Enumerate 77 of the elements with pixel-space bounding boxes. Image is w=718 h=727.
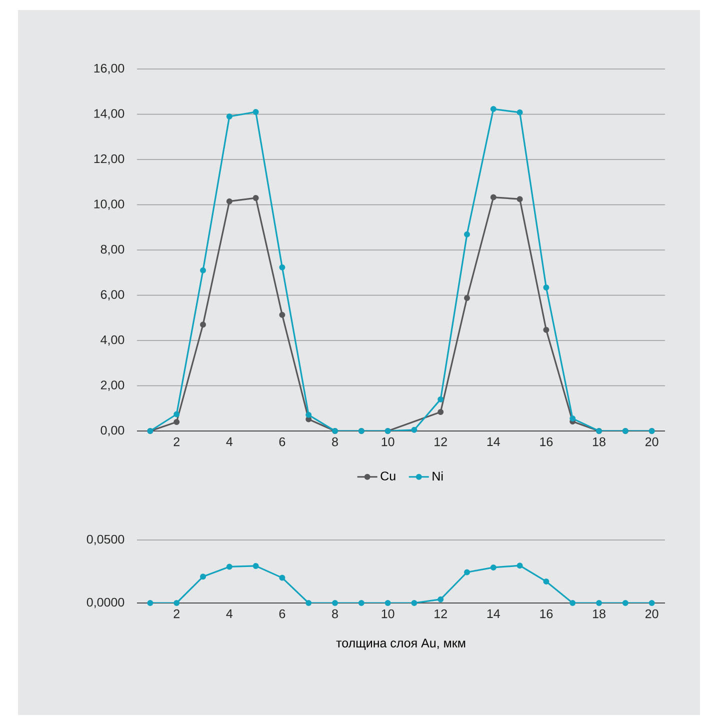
point [648,600,655,606]
point [490,194,496,200]
point [226,114,232,120]
point [622,600,628,606]
point [200,574,206,580]
x-tick-label: 10 [382,609,394,618]
point [200,322,206,328]
y-tick-label: 4,00 [100,335,124,346]
point [252,108,259,115]
point [226,564,232,570]
x-tick-label: 10 [382,437,394,446]
x-tick-label: 6 [279,609,286,618]
x-tick-label: 18 [593,437,606,446]
x-tick-label: 20 [645,437,658,446]
y-tick-label: 10,00 [94,200,124,210]
point [226,198,232,204]
y-tick-label: 6,00 [100,290,124,300]
point [464,569,470,576]
y-tick-label: 14,00 [94,109,124,120]
x-tick-label: 18 [593,609,606,618]
point [332,600,338,606]
y-tick-label: 2,00 [100,380,124,391]
point [543,326,550,333]
point [279,312,286,318]
point [438,396,444,402]
point [306,412,312,418]
x-tick-label: 12 [434,609,447,618]
point [543,284,550,291]
x-tick-label: 16 [540,437,553,446]
point [147,600,154,606]
point [174,418,180,425]
point [490,106,496,112]
point [411,600,418,606]
point [490,564,496,570]
point [306,600,312,606]
point [516,196,523,202]
y-tick-label: 12,00 [94,154,124,165]
point [464,294,470,301]
x-tick-label: 4 [226,609,233,618]
point [543,578,550,584]
point [570,416,576,422]
x-tick-label: 6 [279,437,286,446]
x-tick-label: 2 [174,609,180,618]
point [438,408,444,415]
point [464,231,470,238]
x-tick-label: 16 [540,609,553,618]
point [279,574,286,581]
x-tick-label: 8 [332,609,338,618]
legend-label: Ni [432,471,443,480]
point [358,600,364,606]
y-tick-label: 0,0500 [86,534,124,546]
point [252,562,259,569]
x-tick-label: 20 [645,609,658,618]
point [438,596,444,602]
x-tick-label: 12 [434,437,447,446]
y-tick-label: 0,00 [100,426,124,436]
point [516,109,523,116]
point [411,426,418,433]
point [279,264,286,270]
point [384,600,391,606]
point [200,267,206,274]
y-tick-label: 16,00 [94,64,124,74]
point [596,600,602,606]
x-tick-label: 2 [174,437,180,446]
x-tick-label: 14 [487,609,500,618]
y-tick-label: 0,0000 [86,598,124,608]
y-tick-label: 8,00 [100,244,124,256]
point [174,600,180,606]
x-axis-title: толщина слоя Au, мкм [336,638,466,650]
point [252,194,259,201]
x-tick-label: 8 [332,437,338,446]
x-tick-label: 14 [487,437,500,446]
x-tick-label: 4 [226,437,233,446]
point [570,600,576,606]
point [174,411,180,418]
legend-label: Cu [380,472,396,480]
point [516,562,523,569]
